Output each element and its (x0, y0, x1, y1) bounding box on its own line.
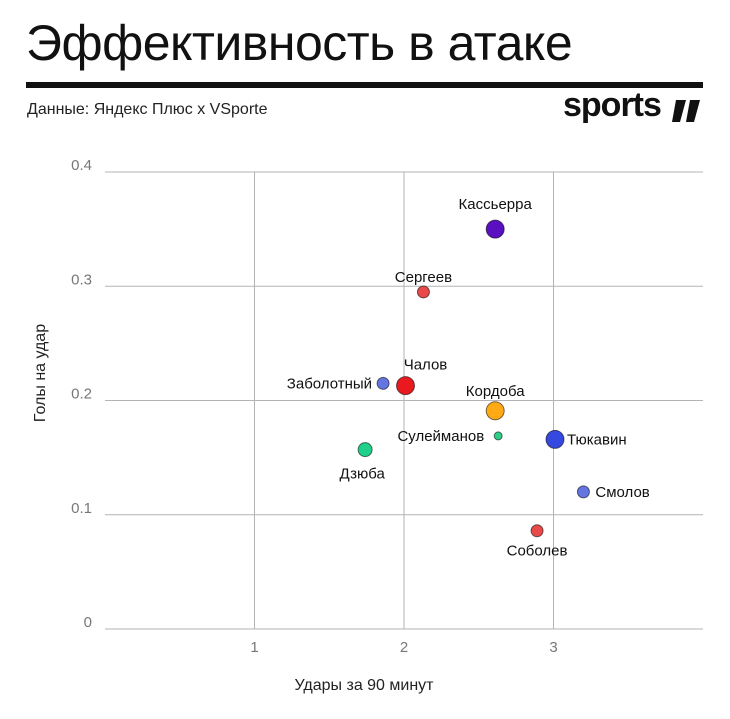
data-point (395, 376, 415, 396)
data-points (357, 219, 590, 538)
y-tick-label: 0.2 (71, 386, 92, 403)
y-axis-title: Голы на удар (32, 324, 49, 422)
y-tick-label: 0.1 (71, 500, 92, 517)
title-divider (26, 82, 703, 88)
sports-logo: sports (563, 86, 662, 125)
sports-logo-mark-icon (672, 100, 700, 122)
point-label: Кордоба (466, 383, 525, 400)
point-label: Соболев (507, 543, 568, 560)
y-tick-label: 0 (84, 614, 92, 631)
data-source-note: Данные: Яндекс Плюс x VSporte (27, 101, 268, 118)
data-point (493, 431, 503, 441)
point-label: Сергеев (395, 269, 452, 286)
data-point (545, 429, 565, 449)
point-label: Кассьерра (459, 196, 533, 213)
point-label: Тюкавин (567, 431, 627, 448)
axis-ticks: 0 0.1 0.2 0.3 0.4 1 2 3 (71, 157, 558, 656)
point-label: Сулейманов (397, 428, 484, 445)
data-point (530, 524, 544, 538)
page-title: Эффективность в атаке (26, 15, 573, 71)
point-labels: Кассьерра Сергеев Чалов Заболотный Кордоба Су… (287, 196, 650, 560)
data-point (485, 219, 505, 239)
point-label: Заболотный (287, 375, 372, 392)
sports-logo-text: sports (563, 86, 662, 124)
x-tick-label: 3 (549, 639, 557, 656)
data-point (485, 401, 505, 421)
y-tick-label: 0.4 (71, 157, 92, 174)
point-label: Чалов (404, 357, 448, 374)
x-tick-label: 1 (250, 639, 258, 656)
y-tick-label: 0.3 (71, 271, 92, 288)
data-point (376, 376, 390, 390)
data-point (576, 485, 590, 499)
data-point (416, 285, 430, 299)
data-point (357, 442, 373, 458)
point-label: Дзюба (339, 466, 385, 483)
chart-grid (105, 171, 703, 630)
x-tick-label: 2 (400, 639, 408, 656)
x-axis-title: Удары за 90 минут (294, 677, 434, 694)
point-label: Смолов (595, 484, 649, 501)
